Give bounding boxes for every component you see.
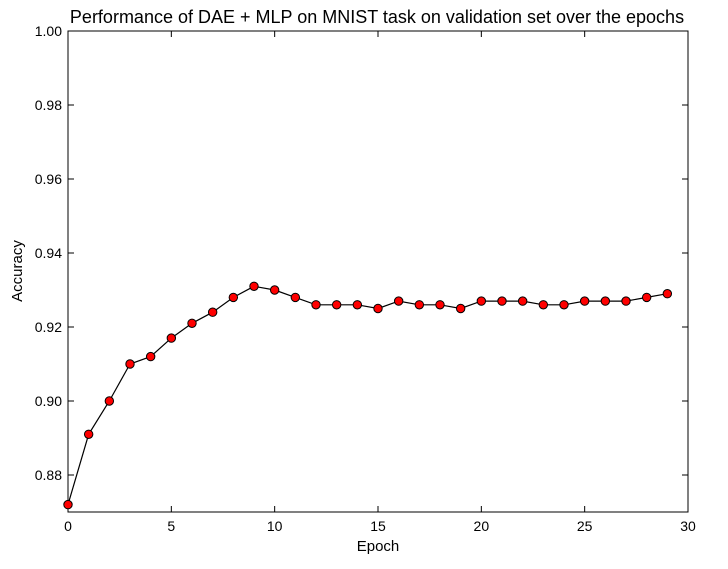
data-point — [517, 296, 528, 306]
data-point — [145, 351, 156, 362]
y-tick-label: 0.88 — [35, 467, 62, 483]
y-tick-label: 0.98 — [35, 97, 62, 113]
x-axis-label: Epoch — [357, 538, 400, 555]
data-point — [207, 307, 218, 317]
data-point — [228, 292, 239, 303]
data-point — [662, 289, 673, 299]
x-tick-label: 15 — [370, 518, 386, 534]
x-tick-label: 0 — [64, 518, 72, 534]
y-tick-label: 1.00 — [35, 23, 62, 39]
data-point — [249, 281, 259, 291]
data-point — [166, 333, 177, 343]
data-point — [352, 300, 363, 310]
plot-area — [67, 30, 689, 513]
data-point — [83, 429, 94, 439]
chart-title: Performance of DAE + MLP on MNIST task o… — [70, 7, 684, 27]
data-point — [455, 303, 466, 314]
data-point — [63, 499, 73, 510]
y-tick-label: 0.96 — [35, 171, 62, 187]
x-tick-label: 10 — [267, 518, 283, 534]
y-tick-label: 0.92 — [35, 319, 62, 335]
data-point — [311, 300, 321, 310]
data-point — [125, 359, 135, 369]
data-point — [269, 285, 280, 295]
y-tick-label: 0.94 — [35, 245, 62, 261]
data-point — [559, 300, 569, 310]
series-line — [67, 285, 668, 505]
x-tick-label: 5 — [167, 518, 175, 534]
data-point — [538, 300, 549, 310]
data-point — [393, 296, 404, 306]
x-tick-label: 20 — [474, 518, 490, 534]
data-point — [600, 296, 611, 306]
data-point — [331, 300, 342, 310]
data-point — [187, 318, 197, 328]
y-tick-label: 0.90 — [35, 393, 62, 409]
data-point — [579, 296, 590, 306]
x-tick-label: 30 — [680, 518, 696, 534]
data-point — [414, 300, 425, 310]
data-point — [104, 396, 115, 406]
data-point — [373, 303, 383, 314]
data-point — [476, 296, 487, 306]
data-point — [641, 292, 652, 303]
data-point — [290, 292, 301, 303]
data-point — [497, 296, 507, 306]
ticks-layer: 0 5 10 15 20 25 30 0.88 0.90 0.92 0.94 0.96 0.98 1.00 — [35, 23, 696, 534]
data-point — [435, 300, 445, 310]
data-point — [621, 296, 631, 306]
x-tick-label: 25 — [577, 518, 593, 534]
y-axis-label: Accuracy — [9, 240, 26, 302]
series-layer — [63, 281, 673, 510]
